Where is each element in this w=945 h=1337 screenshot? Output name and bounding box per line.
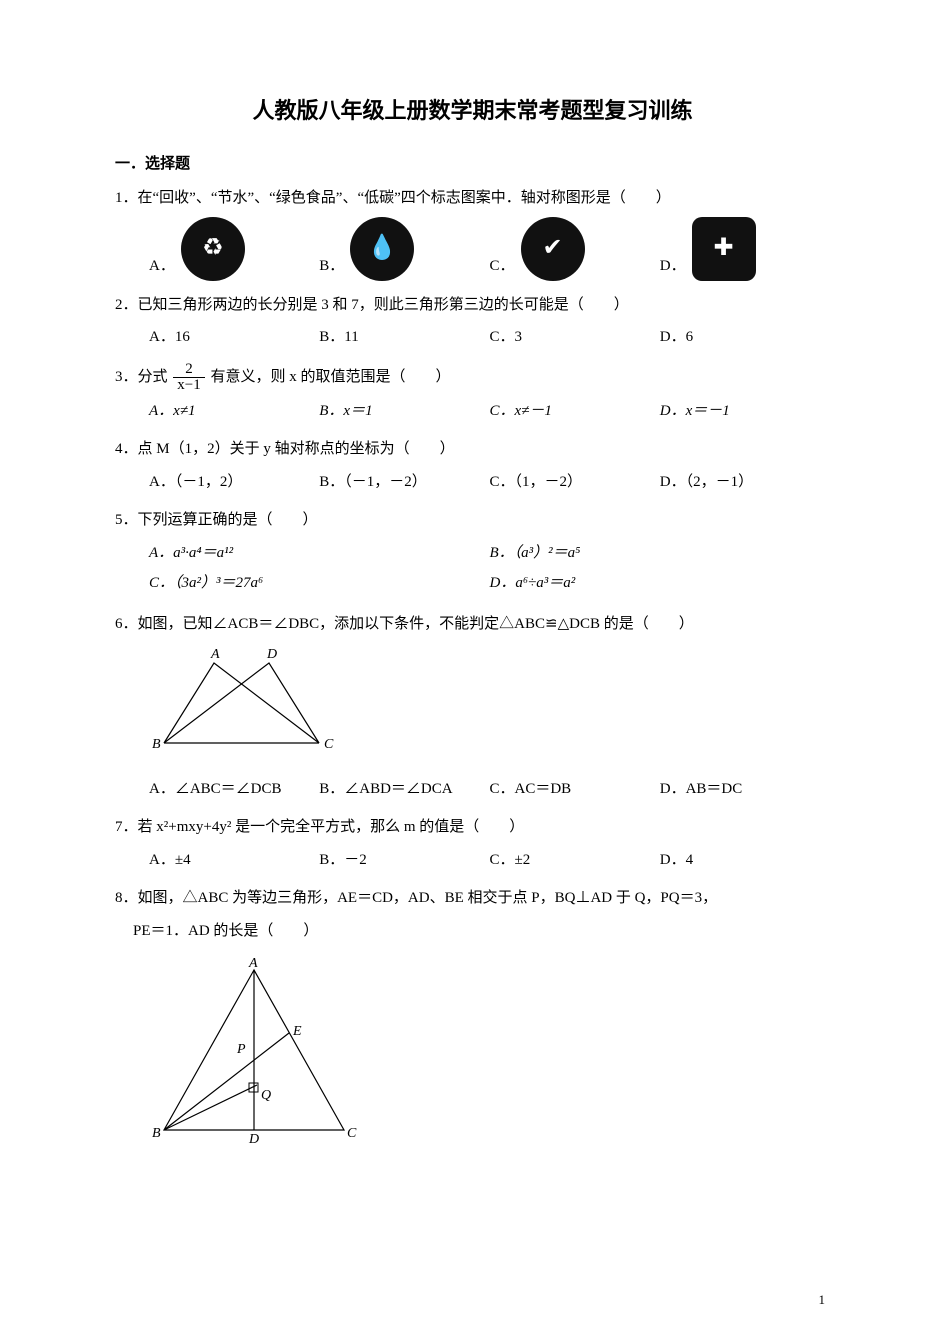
green-food-icon: ✔ xyxy=(521,217,585,281)
svg-text:D: D xyxy=(266,648,277,662)
q7-a: A．±4 xyxy=(149,846,319,875)
q3-pre: 3．分式 xyxy=(115,369,171,385)
q1-c-label: C． xyxy=(490,252,515,281)
q7-c: C．±2 xyxy=(490,846,660,875)
q7-b: B．－2 xyxy=(319,846,489,875)
q6-stem: 6．如图，已知∠ACB＝∠DBC，添加以下条件，不能判定△ABC≌△DCB 的是… xyxy=(115,610,830,639)
q1-d-label: D． xyxy=(660,252,686,281)
question-5: 5．下列运算正确的是（ ） A．a³·a⁴＝a¹² B．（a³）²＝a⁵ C．（… xyxy=(115,506,830,600)
triangle-abdc-diagram: A D B C xyxy=(149,648,339,758)
equilateral-triangle-diagram: A B C D E P Q xyxy=(149,955,359,1145)
recycle-icon: ♻ xyxy=(181,217,245,281)
page-number: 1 xyxy=(819,1288,826,1313)
q1-option-b: B． 💧 xyxy=(319,217,489,281)
question-1: 1．在“回收”、“节水”、“绿色食品”、“低碳”四个标志图案中．轴对称图形是（ … xyxy=(115,184,830,281)
q3-a: A．x≠1 xyxy=(149,397,319,426)
q1-stem: 1．在“回收”、“节水”、“绿色食品”、“低碳”四个标志图案中．轴对称图形是（ … xyxy=(115,184,830,213)
page-title: 人教版八年级上册数学期末常考题型复习训练 xyxy=(115,90,830,132)
svg-text:Q: Q xyxy=(261,1088,271,1103)
q2-a: A．16 xyxy=(149,323,319,352)
question-4: 4．点 M（1，2）关于 y 轴对称点的坐标为（ ） A．（－1，2） B．（－… xyxy=(115,435,830,496)
svg-text:E: E xyxy=(292,1024,302,1039)
q8-stem-line2: PE＝1．AD 的长是（ ） xyxy=(115,917,830,946)
q6-figure: A D B C xyxy=(115,642,830,775)
q3-stem: 3．分式 2 x−1 有意义，则 x 的取值范围是（ ） xyxy=(115,362,830,393)
svg-text:D: D xyxy=(248,1132,259,1145)
q5-b: B．（a³）²＝a⁵ xyxy=(490,539,831,568)
q7-d: D．4 xyxy=(660,846,830,875)
q3-c: C．x≠－1 xyxy=(490,397,660,426)
svg-text:A: A xyxy=(210,648,220,662)
svg-text:B: B xyxy=(152,1126,161,1141)
q7-stem: 7．若 x²+mxy+4y² 是一个完全平方式，那么 m 的值是（ ） xyxy=(115,813,830,842)
question-6: 6．如图，已知∠ACB＝∠DBC，添加以下条件，不能判定△ABC≌△DCB 的是… xyxy=(115,610,830,804)
q1-option-a: A． ♻ xyxy=(149,217,319,281)
q5-a: A．a³·a⁴＝a¹² xyxy=(149,539,490,568)
q4-c: C．（1，－2） xyxy=(490,468,660,497)
q1-option-d: D． ✚ xyxy=(660,217,830,281)
q6-a: A．∠ABC＝∠DCB xyxy=(149,775,319,804)
q2-d: D．6 xyxy=(660,323,830,352)
q4-stem: 4．点 M（1，2）关于 y 轴对称点的坐标为（ ） xyxy=(115,435,830,464)
q8-figure: A B C D E P Q xyxy=(115,949,830,1162)
svg-text:B: B xyxy=(152,737,161,752)
q6-b: B．∠ABD＝∠DCA xyxy=(319,775,489,804)
svg-text:C: C xyxy=(324,737,334,752)
q6-options: A．∠ABC＝∠DCB B．∠ABD＝∠DCA C．AC＝DB D．AB＝DC xyxy=(115,775,830,804)
section-heading: 一．选择题 xyxy=(115,150,830,179)
svg-text:P: P xyxy=(236,1042,246,1057)
q6-d: D．AB＝DC xyxy=(660,775,830,804)
q1-options: A． ♻ B． 💧 C． ✔ D． ✚ xyxy=(115,217,830,281)
q5-stem: 5．下列运算正确的是（ ） xyxy=(115,506,830,535)
fraction-numerator: 2 xyxy=(173,362,204,378)
q2-stem: 2．已知三角形两边的长分别是 3 和 7，则此三角形第三边的长可能是（ ） xyxy=(115,291,830,320)
q4-b: B．（－1，－2） xyxy=(319,468,489,497)
q5-d: D．a⁶÷a³＝a² xyxy=(490,569,831,598)
question-8: 8．如图，△ABC 为等边三角形，AE＝CD，AD、BE 相交于点 P，BQ⊥A… xyxy=(115,884,830,1162)
q3-post: 有意义，则 x 的取值范围是（ ） xyxy=(210,369,450,385)
q8-stem-line1: 8．如图，△ABC 为等边三角形，AE＝CD，AD、BE 相交于点 P，BQ⊥A… xyxy=(115,884,830,913)
low-carbon-icon: ✚ xyxy=(692,217,756,281)
svg-text:A: A xyxy=(248,956,258,971)
q6-c: C．AC＝DB xyxy=(490,775,660,804)
question-3: 3．分式 2 x−1 有意义，则 x 的取值范围是（ ） A．x≠1 B．x＝1… xyxy=(115,362,830,426)
q7-options: A．±4 B．－2 C．±2 D．4 xyxy=(115,846,830,875)
q1-a-label: A． xyxy=(149,252,175,281)
question-2: 2．已知三角形两边的长分别是 3 和 7，则此三角形第三边的长可能是（ ） A．… xyxy=(115,291,830,352)
fraction-denominator: x−1 xyxy=(173,378,204,393)
q4-options: A．（－1，2） B．（－1，－2） C．（1，－2） D．（2，－1） xyxy=(115,468,830,497)
q5-options: A．a³·a⁴＝a¹² B．（a³）²＝a⁵ C．（3a²）³＝27a⁶ D．a… xyxy=(115,539,830,600)
svg-text:C: C xyxy=(347,1126,357,1141)
q5-c: C．（3a²）³＝27a⁶ xyxy=(149,569,490,598)
q2-c: C．3 xyxy=(490,323,660,352)
q3-d: D．x＝－1 xyxy=(660,397,830,426)
q3-b: B．x＝1 xyxy=(319,397,489,426)
q4-d: D．（2，－1） xyxy=(660,468,830,497)
q2-options: A．16 B．11 C．3 D．6 xyxy=(115,323,830,352)
q2-b: B．11 xyxy=(319,323,489,352)
q1-b-label: B． xyxy=(319,252,344,281)
water-drop-icon: 💧 xyxy=(350,217,414,281)
q3-options: A．x≠1 B．x＝1 C．x≠－1 D．x＝－1 xyxy=(115,397,830,426)
q4-a: A．（－1，2） xyxy=(149,468,319,497)
fraction: 2 x−1 xyxy=(173,362,204,393)
question-7: 7．若 x²+mxy+4y² 是一个完全平方式，那么 m 的值是（ ） A．±4… xyxy=(115,813,830,874)
q1-option-c: C． ✔ xyxy=(490,217,660,281)
